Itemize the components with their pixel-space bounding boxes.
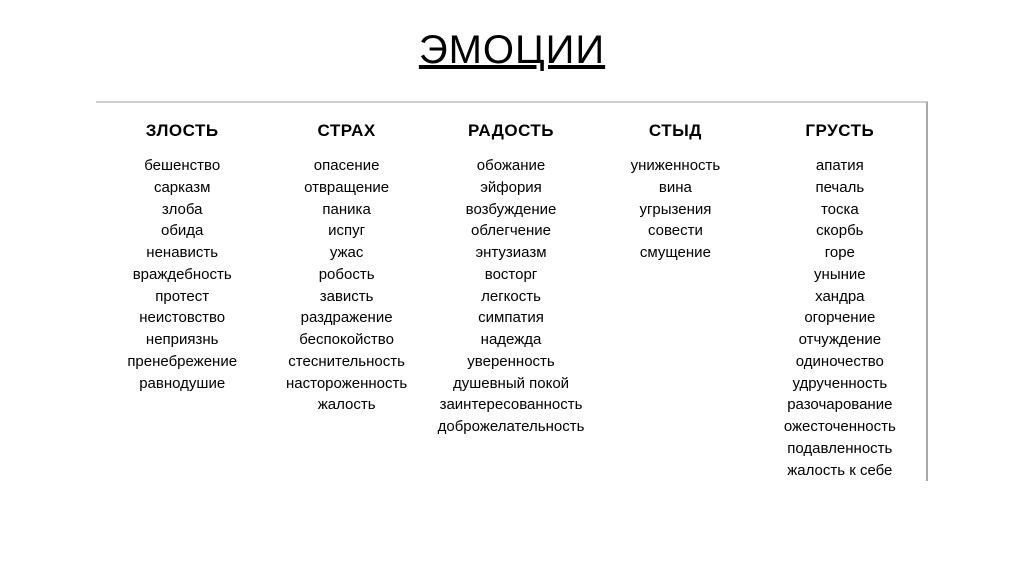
list-item: неистовство <box>102 307 262 329</box>
list-item: паника <box>266 199 426 221</box>
list-item: вина <box>595 177 755 199</box>
column-header: ГРУСТЬ <box>760 121 920 141</box>
list-item: пренебрежение <box>102 351 262 373</box>
emotions-table: ЗЛОСТЬ бешенство сарказм злоба обида нен… <box>96 101 928 481</box>
column-header: РАДОСТЬ <box>431 121 591 141</box>
list-item: разочарование <box>760 394 920 416</box>
list-item: энтузиазм <box>431 242 591 264</box>
list-item: робость <box>266 264 426 286</box>
list-item: уверенность <box>431 351 591 373</box>
list-item: беспокойство <box>266 329 426 351</box>
list-item: облегчение <box>431 220 591 242</box>
list-item: неприязнь <box>102 329 262 351</box>
list-item: равнодушие <box>102 373 262 395</box>
list-item: жалость <box>266 394 426 416</box>
list-item: враждебность <box>102 264 262 286</box>
list-item: надежда <box>431 329 591 351</box>
list-item: легкость <box>431 286 591 308</box>
column-sadness: ГРУСТЬ апатия печаль тоска скорбь горе у… <box>760 121 920 481</box>
page-title: ЭМОЦИИ <box>0 28 1024 73</box>
column-anger: ЗЛОСТЬ бешенство сарказм злоба обида нен… <box>102 121 262 481</box>
column-header: СТРАХ <box>266 121 426 141</box>
list-item: протест <box>102 286 262 308</box>
list-item: бешенство <box>102 155 262 177</box>
list-item: совести <box>595 220 755 242</box>
columns-container: ЗЛОСТЬ бешенство сарказм злоба обида нен… <box>102 121 920 481</box>
list-item: заинтересованность <box>431 394 591 416</box>
list-item: тоска <box>760 199 920 221</box>
list-item: обида <box>102 220 262 242</box>
list-item: униженность <box>595 155 755 177</box>
list-item: раздражение <box>266 307 426 329</box>
list-item: отчуждение <box>760 329 920 351</box>
list-item: испуг <box>266 220 426 242</box>
list-item: ужас <box>266 242 426 264</box>
list-item: зависть <box>266 286 426 308</box>
list-item: хандра <box>760 286 920 308</box>
list-item: апатия <box>760 155 920 177</box>
list-item: отвращение <box>266 177 426 199</box>
list-item: одиночество <box>760 351 920 373</box>
list-item: удрученность <box>760 373 920 395</box>
list-item: душевный покой <box>431 373 591 395</box>
list-item: огорчение <box>760 307 920 329</box>
column-header: ЗЛОСТЬ <box>102 121 262 141</box>
page: ЭМОЦИИ ЗЛОСТЬ бешенство сарказм злоба об… <box>0 0 1024 574</box>
list-item: ненависть <box>102 242 262 264</box>
column-joy: РАДОСТЬ обожание эйфория возбуждение обл… <box>431 121 591 481</box>
column-shame: СТЫД униженность вина угрызения совести … <box>595 121 755 481</box>
column-header: СТЫД <box>595 121 755 141</box>
list-item: настороженность <box>266 373 426 395</box>
list-item: горе <box>760 242 920 264</box>
column-fear: СТРАХ опасение отвращение паника испуг у… <box>266 121 426 481</box>
list-item: эйфория <box>431 177 591 199</box>
list-item: возбуждение <box>431 199 591 221</box>
list-item: скорбь <box>760 220 920 242</box>
list-item: восторг <box>431 264 591 286</box>
list-item: стеснительность <box>266 351 426 373</box>
list-item: смущение <box>595 242 755 264</box>
list-item: злоба <box>102 199 262 221</box>
list-item: уныние <box>760 264 920 286</box>
list-item: обожание <box>431 155 591 177</box>
list-item: жалость к себе <box>760 460 920 482</box>
list-item: сарказм <box>102 177 262 199</box>
list-item: опасение <box>266 155 426 177</box>
list-item: подавленность <box>760 438 920 460</box>
list-item: угрызения <box>595 199 755 221</box>
list-item: ожесточенность <box>760 416 920 438</box>
list-item: симпатия <box>431 307 591 329</box>
list-item: доброжелательность <box>431 416 591 438</box>
list-item: печаль <box>760 177 920 199</box>
